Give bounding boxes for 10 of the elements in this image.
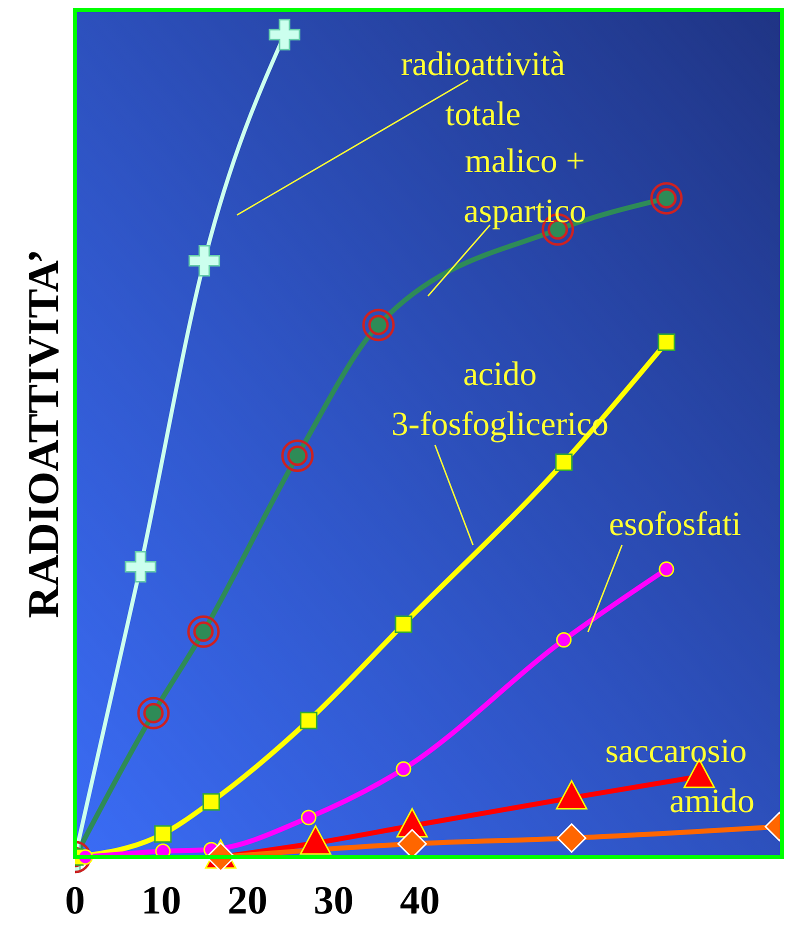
x-tick-label: 10	[141, 877, 182, 922]
x-tick-label: 40	[400, 877, 440, 922]
x-tick-label: 20	[227, 877, 268, 922]
y-axis-title: RADIOATTIVITA’	[19, 248, 68, 618]
series-label: esofosfati	[608, 506, 742, 543]
series-label: malico + aspartico	[464, 143, 586, 230]
series-label: saccarosio	[605, 733, 747, 770]
series-label: amido	[670, 783, 754, 820]
x-tick-label: 0	[65, 877, 85, 922]
x-tick-label: 30	[314, 877, 354, 922]
